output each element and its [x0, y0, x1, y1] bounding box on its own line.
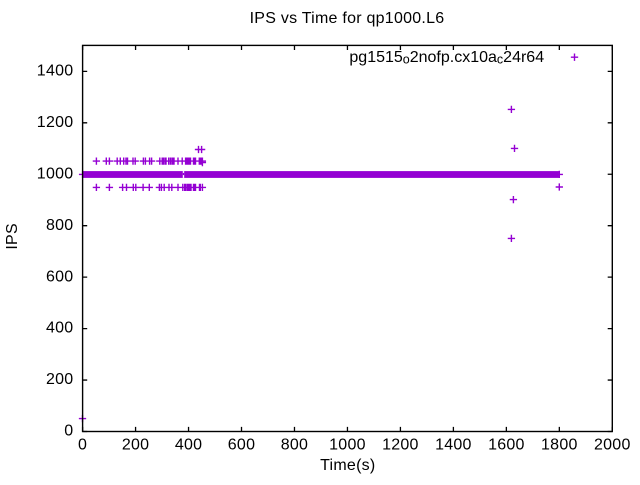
svg-text:pg1515o2nofp.cx10ac24r64: pg1515o2nofp.cx10ac24r64 [349, 49, 544, 66]
svg-text:600: 600 [228, 437, 255, 454]
svg-text:1400: 1400 [435, 437, 472, 454]
svg-text:400: 400 [46, 320, 73, 337]
svg-text:1000: 1000 [37, 165, 74, 182]
svg-text:IPS vs Time for qp1000.L6: IPS vs Time for qp1000.L6 [250, 10, 445, 27]
svg-text:1400: 1400 [37, 62, 74, 79]
svg-text:800: 800 [46, 217, 73, 234]
svg-text:200: 200 [46, 371, 73, 388]
svg-text:IPS: IPS [4, 223, 21, 250]
svg-text:1800: 1800 [541, 437, 578, 454]
svg-text:0: 0 [78, 437, 87, 454]
svg-text:1200: 1200 [382, 437, 419, 454]
svg-text:2000: 2000 [594, 437, 631, 454]
svg-text:0: 0 [64, 423, 73, 440]
svg-text:1200: 1200 [37, 114, 74, 131]
svg-text:1000: 1000 [329, 437, 366, 454]
svg-text:Time(s): Time(s) [320, 457, 375, 474]
svg-text:600: 600 [46, 268, 73, 285]
svg-text:200: 200 [122, 437, 149, 454]
svg-text:800: 800 [281, 437, 308, 454]
svg-text:400: 400 [175, 437, 202, 454]
svg-text:1600: 1600 [488, 437, 525, 454]
